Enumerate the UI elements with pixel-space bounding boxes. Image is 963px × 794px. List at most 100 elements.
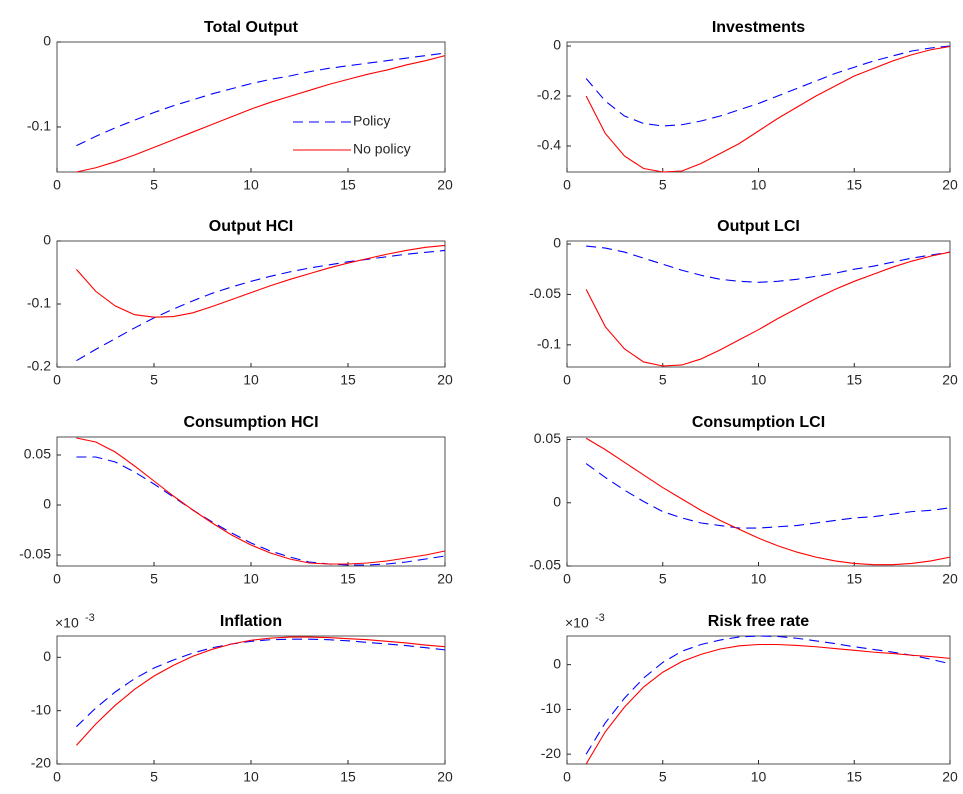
x-tick-label: 0 [563,177,571,193]
y-tick-label: -0.05 [19,546,51,562]
y-tick-label: -0.2 [537,87,561,103]
subplot: 0 5 10 15 20 -20 -10 0 Risk free rate ×10 -3 [541,612,958,785]
x-tick-label: 0 [53,769,61,785]
x-tick-label: 5 [659,372,667,388]
x-tick-label: 15 [340,372,356,388]
series-line [585,463,951,529]
axes-box [566,240,951,368]
series-line [75,244,446,318]
x-tick-label: 10 [243,769,259,785]
legend-label: Policy [353,113,390,129]
y-tick-label: -0.2 [27,358,51,374]
y-tick-label: 0 [553,235,561,251]
x-tick-label: 20 [942,372,958,388]
x-tick-label: 0 [53,372,61,388]
subplot-title: Total Output [204,19,299,36]
y-tick-label: -0.4 [537,137,561,153]
y-tick-label: 0 [553,493,561,509]
x-tick-label: 15 [846,769,862,785]
x-tick-label: 15 [340,177,356,193]
subplot-title: Inflation [220,613,282,630]
x-tick-label: 15 [846,177,862,193]
y-tick-label: -10 [31,701,51,717]
x-tick-label: 0 [563,571,571,587]
x-tick-label: 5 [150,372,158,388]
y-tick-label: -0.1 [27,295,51,311]
y-exponent-power: -3 [85,612,95,624]
subplot: 0 5 10 15 20 -0.2 -0.1 0 Output HCI [27,218,453,387]
y-tick-label: 0.05 [534,430,561,446]
subplot-title: Consumption HCI [183,414,318,431]
series-line [75,636,446,746]
y-tick-label: -20 [31,755,51,771]
series-line [76,638,446,728]
y-tick-label: -0.05 [529,557,561,573]
y-tick-label: 0.05 [24,446,51,462]
series-line [586,245,951,283]
series-line [76,437,446,565]
x-tick-label: 15 [846,571,862,587]
x-tick-label: 20 [437,177,453,193]
series-line [585,251,951,367]
x-tick-label: 5 [150,177,158,193]
series-line [585,643,951,765]
x-tick-label: 10 [751,571,767,587]
x-tick-label: 5 [659,177,667,193]
y-tick-label: 0 [43,232,51,248]
series-line [76,456,446,566]
x-tick-label: 0 [563,769,571,785]
subplot-title: Investments [712,19,805,36]
x-tick-label: 20 [942,769,958,785]
axes-box [56,240,446,368]
x-tick-label: 10 [751,769,767,785]
axes-box [56,436,446,567]
x-tick-label: 15 [846,372,862,388]
y-tick-label: 0 [43,648,51,664]
subplot-title: Consumption LCI [692,414,825,431]
x-tick-label: 20 [437,571,453,587]
subplot: 0 5 10 15 20 -20 -10 0 Inflation ×10 -3 [31,612,453,785]
legend-label: No policy [353,141,411,157]
x-tick-label: 5 [659,571,667,587]
axes-box [566,436,951,567]
y-exponent-power: -3 [595,612,605,624]
axes-box [56,635,446,765]
y-tick-label: -0.05 [529,285,561,301]
x-tick-label: 5 [659,769,667,785]
y-tick-label: 0 [43,33,51,49]
y-tick-label: -20 [541,745,561,761]
x-tick-label: 20 [437,769,453,785]
y-exponent-base: ×10 [565,615,589,631]
y-tick-label: -0.1 [537,336,561,352]
y-exponent-base: ×10 [55,615,79,631]
x-tick-label: 0 [53,177,61,193]
series-line [76,55,446,173]
subplot: 0 5 10 15 20 -0.4 -0.2 0 Investments [537,19,958,192]
x-tick-label: 10 [243,177,259,193]
x-tick-label: 0 [563,372,571,388]
x-tick-label: 5 [150,571,158,587]
subplot-title: Risk free rate [708,613,809,630]
series-line [585,45,951,173]
y-tick-label: 0 [553,655,561,671]
y-tick-label: 0 [553,37,561,53]
x-tick-label: 10 [243,571,259,587]
x-tick-label: 20 [942,571,958,587]
x-tick-label: 20 [437,372,453,388]
x-tick-label: 0 [53,571,61,587]
y-tick-label: -10 [541,700,561,716]
series-line [76,249,446,362]
x-tick-label: 10 [751,177,767,193]
series-line [585,437,951,566]
y-tick-label: 0 [43,496,51,512]
x-tick-label: 15 [340,571,356,587]
subplot-title: Output HCI [209,218,293,235]
subplot: 0 5 10 15 20 -0.1 0 Total Output Policy No policy [27,19,453,192]
subplot-title: Output LCI [717,218,800,235]
x-tick-label: 15 [340,769,356,785]
series-line [76,52,446,147]
y-tick-label: -0.1 [27,118,51,134]
